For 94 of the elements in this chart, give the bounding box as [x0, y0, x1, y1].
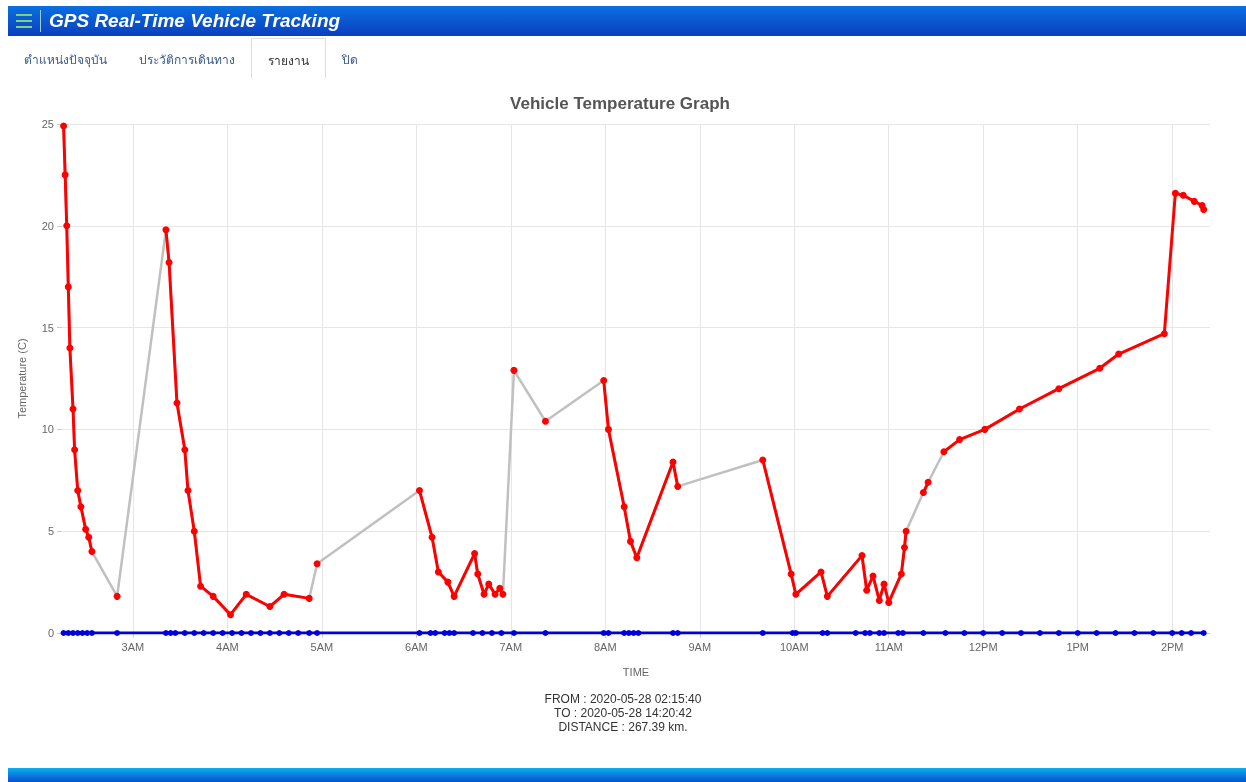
y-tick-label: 15	[41, 321, 54, 334]
point	[1171, 189, 1179, 197]
point	[184, 486, 192, 494]
point	[63, 222, 71, 230]
text: ประวัติการเดินทาง	[138, 52, 236, 69]
y-tick-label: 10	[41, 423, 54, 436]
point	[924, 478, 932, 486]
point	[280, 590, 288, 598]
point	[190, 527, 198, 535]
text: รายงาน	[251, 38, 326, 78]
x-tick-label: 11AM	[874, 640, 903, 653]
point	[61, 171, 69, 179]
point	[940, 448, 948, 456]
y-tick-label: 5	[47, 525, 54, 538]
point	[434, 568, 442, 576]
point	[901, 543, 908, 551]
point	[875, 596, 883, 604]
point	[60, 122, 68, 130]
point	[858, 552, 866, 560]
point	[499, 590, 507, 598]
point	[197, 582, 205, 590]
point	[897, 570, 905, 578]
point	[1015, 405, 1023, 413]
point	[885, 598, 893, 606]
x-axis-title: TIME	[622, 665, 650, 678]
point	[620, 503, 628, 511]
y-tick-label: 0	[47, 627, 54, 639]
text: DISTANCE : 267.39 km.	[557, 720, 689, 734]
point	[633, 554, 641, 562]
point	[74, 486, 82, 494]
x-tick-label: 8AM	[593, 640, 617, 653]
point	[1190, 197, 1198, 205]
point	[863, 586, 871, 594]
x-tick-label: 1PM	[1066, 640, 1090, 653]
point	[444, 578, 452, 586]
point	[85, 533, 93, 541]
point	[1160, 330, 1168, 338]
point	[242, 590, 250, 598]
point	[981, 425, 989, 433]
point	[674, 482, 682, 490]
x-tick-label: 2PM	[1160, 640, 1184, 653]
text: ปิด	[340, 52, 359, 69]
point	[956, 436, 964, 444]
point	[415, 486, 423, 494]
point	[1115, 350, 1123, 358]
point	[919, 489, 927, 497]
point	[64, 283, 72, 291]
x-tick-label: 12PM	[968, 640, 998, 653]
point	[305, 594, 313, 602]
point	[1055, 385, 1063, 393]
point	[266, 603, 274, 611]
text: FROM : 2020-05-28 02:15:40	[543, 692, 703, 706]
point	[604, 425, 612, 433]
point	[1179, 191, 1187, 199]
x-tick-label: 7AM	[499, 640, 523, 653]
point	[162, 226, 170, 234]
x-tick-label: 4AM	[216, 640, 239, 653]
point	[792, 590, 800, 598]
point	[491, 590, 499, 598]
point	[181, 446, 189, 454]
point	[1096, 364, 1104, 372]
point	[88, 548, 96, 556]
point	[71, 446, 79, 454]
point	[474, 570, 482, 578]
x-tick-label: 3AM	[121, 640, 145, 653]
point	[480, 590, 488, 598]
chart-title: Vehicle Temperature Graph	[510, 94, 730, 113]
text: ตำแหน่งปัจจุบัน	[23, 52, 108, 70]
point	[165, 258, 173, 266]
point	[77, 503, 85, 511]
point	[209, 592, 217, 600]
point	[902, 527, 910, 535]
point	[227, 611, 234, 619]
point	[66, 344, 74, 352]
point	[496, 584, 504, 592]
y-axis-title: Temperature (C)	[15, 338, 28, 419]
point	[450, 592, 458, 600]
point	[471, 550, 479, 558]
x-tick-label: 5AM	[310, 640, 334, 653]
x-tick-label: 9AM	[688, 640, 712, 653]
point	[428, 533, 436, 541]
y-tick-label: 25	[41, 118, 54, 130]
point	[759, 456, 767, 464]
x-tick-label: 10AM	[779, 640, 809, 653]
point	[600, 377, 608, 385]
point	[627, 537, 634, 545]
point	[1200, 206, 1208, 214]
point	[823, 592, 831, 600]
point	[82, 525, 90, 533]
text: TO : 2020-05-28 14:20:42	[553, 706, 693, 720]
text: GPS Real-Time Vehicle Tracking	[49, 10, 341, 32]
point	[485, 580, 493, 588]
x-tick-label: 6AM	[405, 640, 428, 653]
y-tick-label: 20	[41, 219, 54, 232]
